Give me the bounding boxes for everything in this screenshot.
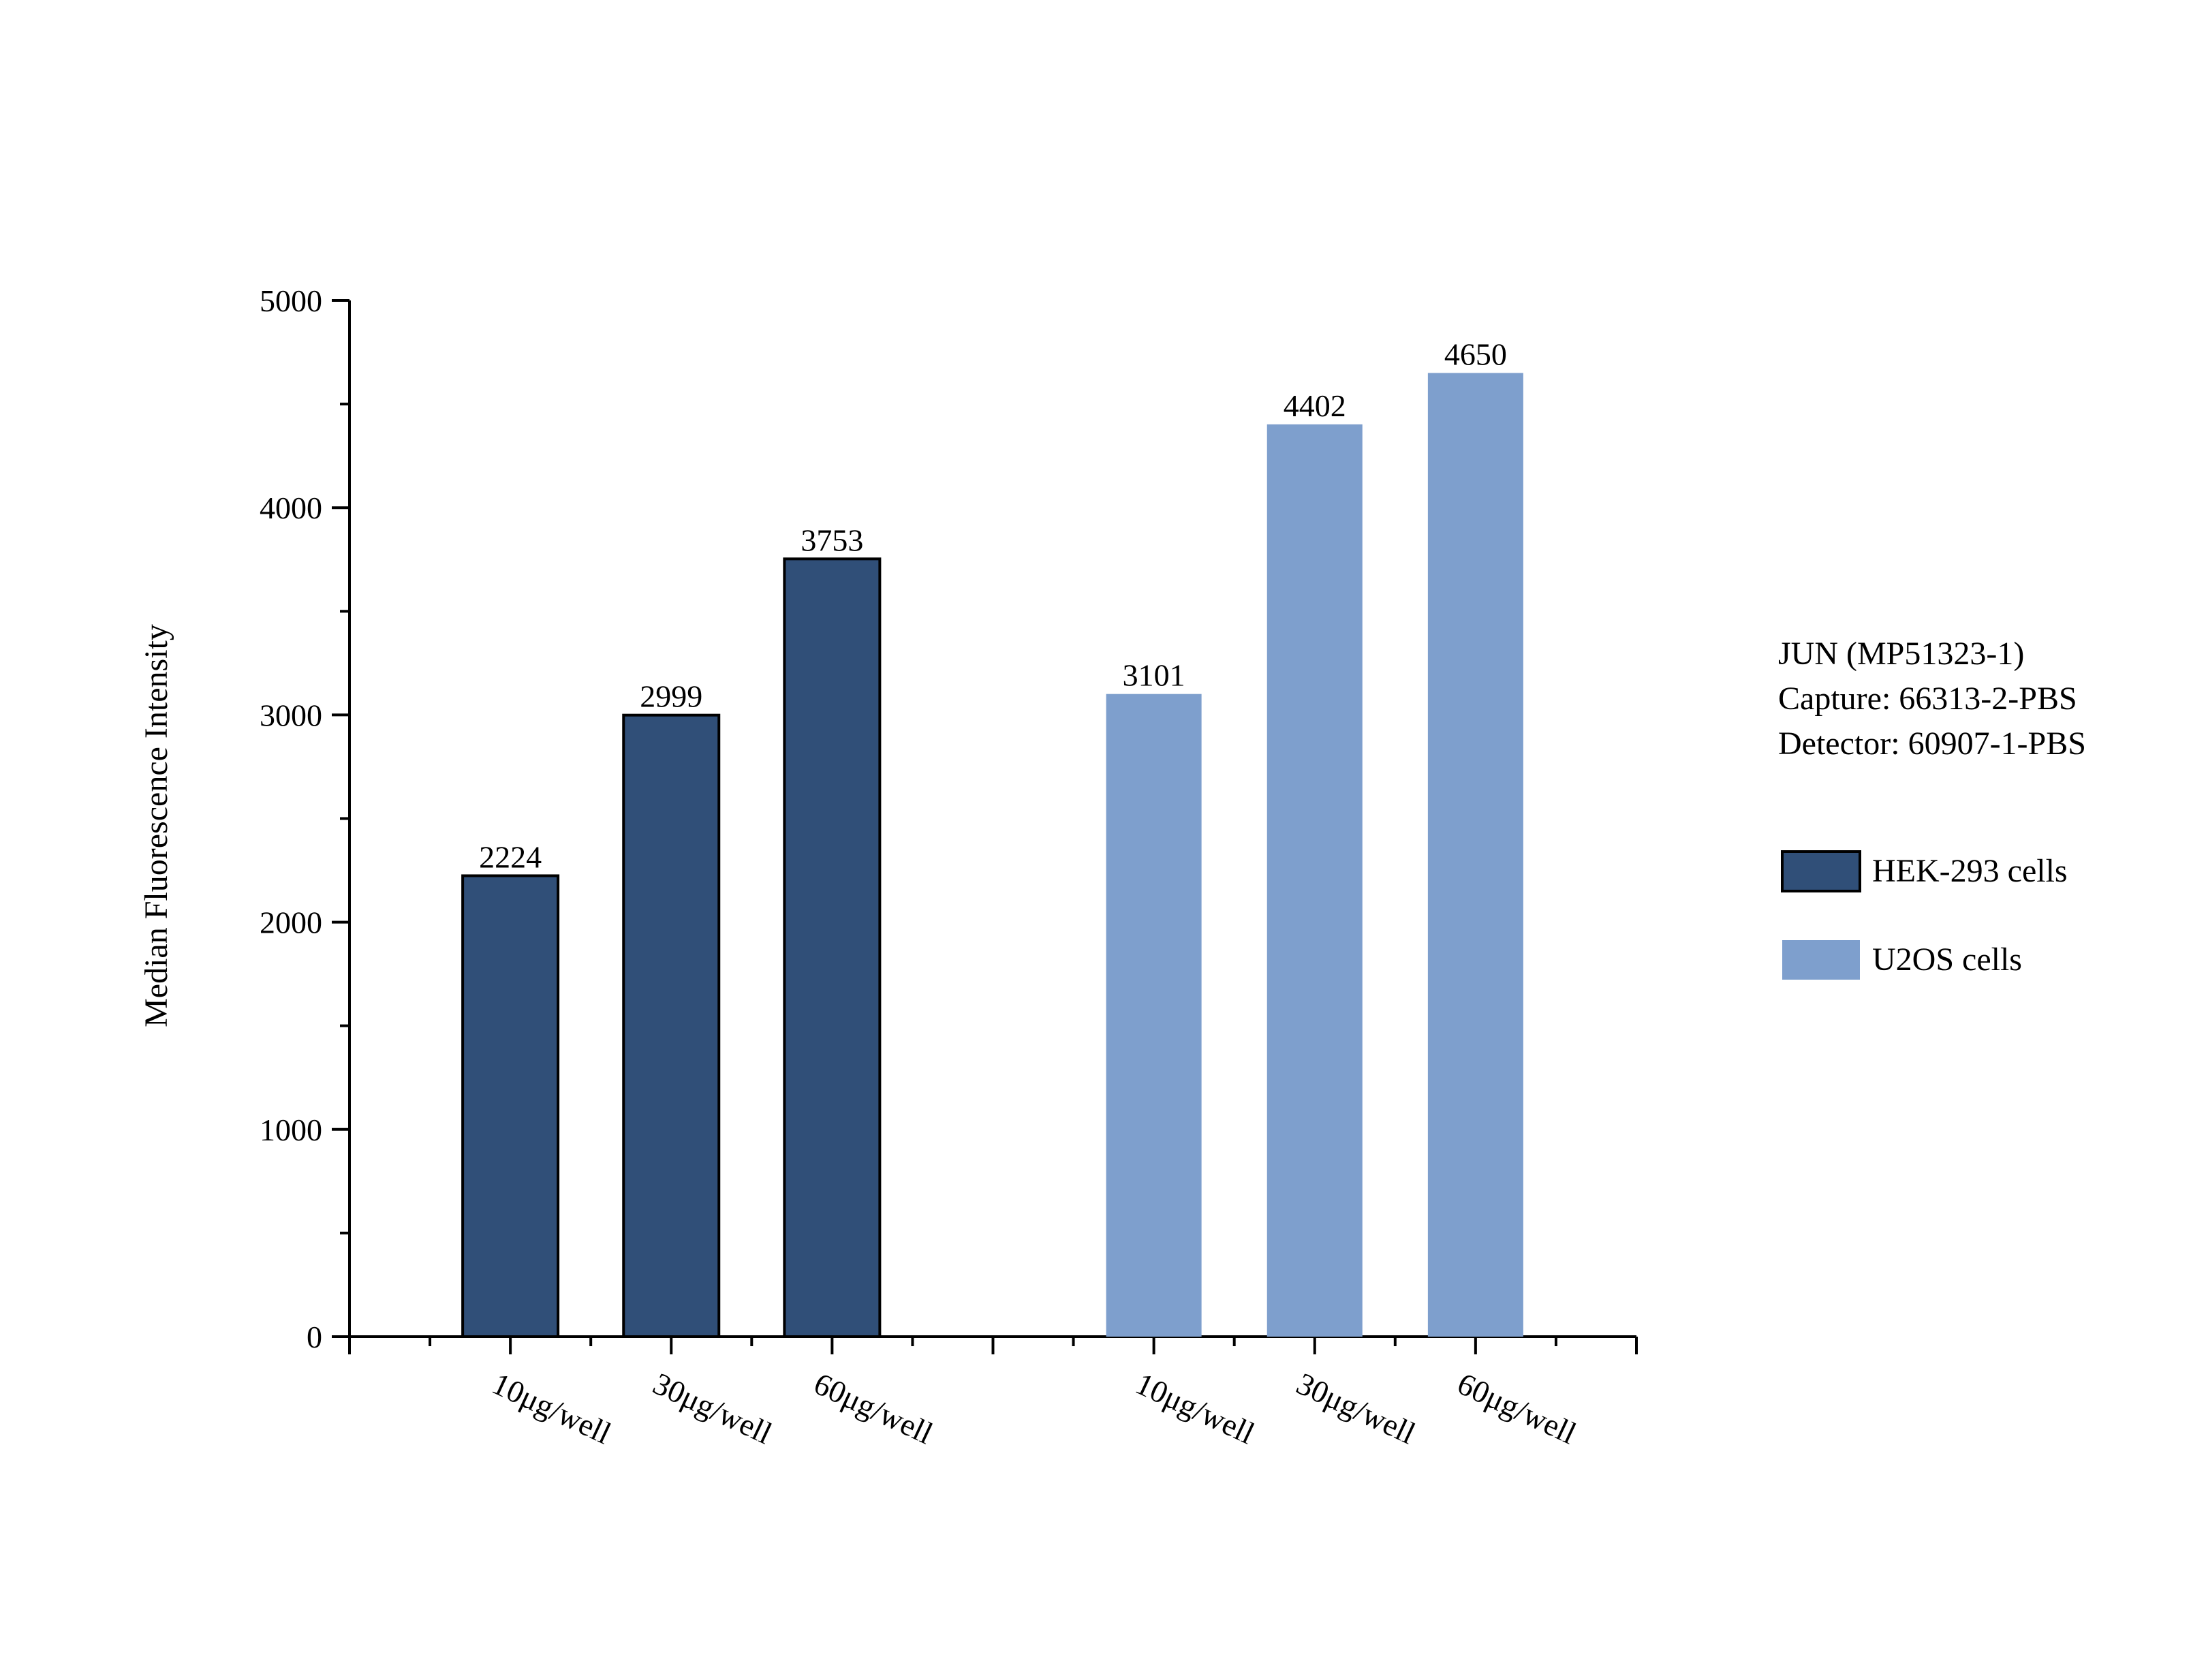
info-line: Capture: 66313-2-PBS <box>1778 681 2077 717</box>
data-label: 2224 <box>479 839 542 874</box>
x-tick-label: 30μg/well <box>648 1366 777 1451</box>
axes <box>332 299 1638 1354</box>
x-tick-label: 60μg/well <box>1452 1366 1582 1451</box>
bar <box>783 557 882 1338</box>
bars <box>461 373 1523 1338</box>
x-tick-label: 30μg/well <box>1292 1366 1421 1451</box>
x-tick-label: 10μg/well <box>1130 1366 1260 1451</box>
x-tick-label: 10μg/well <box>487 1366 617 1451</box>
data-label: 2999 <box>640 679 702 714</box>
y-tick-label: 3000 <box>260 698 322 732</box>
data-label: 3753 <box>801 523 863 557</box>
labels: 0 1000 2000 3000 4000 5000 2224 10μg/well 2999 30… <box>260 283 1581 1451</box>
info-line: JUN (MP51323-1) <box>1778 636 2024 672</box>
y-tick-label: 2000 <box>260 905 322 940</box>
bar <box>1106 694 1202 1337</box>
data-label: 3101 <box>1123 658 1185 693</box>
y-tick-label: 5000 <box>260 283 322 318</box>
data-label: 4402 <box>1284 388 1346 423</box>
bar <box>622 713 721 1338</box>
legend-swatch <box>1781 850 1861 892</box>
bar <box>1267 424 1363 1337</box>
info-text: JUN (MP51323-1) Capture: 66313-2-PBS Detec… <box>1778 636 2086 762</box>
info-line: Detector: 60907-1-PBS <box>1778 726 2086 762</box>
y-tick-label: 1000 <box>260 1113 322 1147</box>
bar <box>461 874 560 1338</box>
x-tick-label: 60μg/well <box>809 1366 938 1451</box>
y-tick-label: 0 <box>307 1320 322 1354</box>
legend-swatch <box>1782 940 1860 980</box>
data-label: 4650 <box>1444 337 1507 371</box>
y-axis-title: Median Fluorescence Intensity <box>138 624 174 1027</box>
bar <box>1427 373 1523 1337</box>
legend-label: HEK-293 cells <box>1872 853 2068 889</box>
legend: HEK-293 cells U2OS cells <box>1781 850 2068 980</box>
y-tick-label: 4000 <box>260 491 322 525</box>
legend-label: U2OS cells <box>1872 942 2022 978</box>
